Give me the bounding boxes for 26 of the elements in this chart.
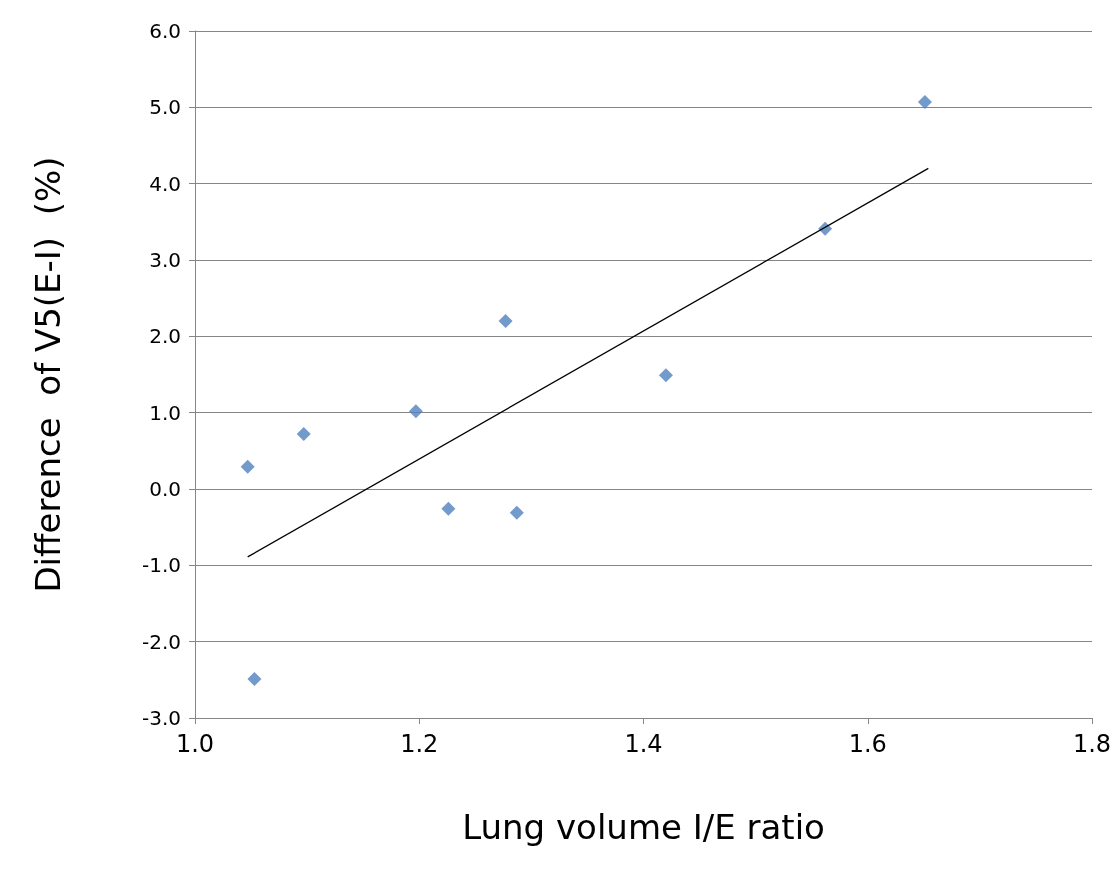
point [441, 501, 456, 516]
y-tick-label: 6.0 [149, 19, 181, 43]
point [240, 459, 255, 474]
y-tick-label: 3.0 [149, 248, 181, 272]
x-tick-label: 1.2 [400, 730, 439, 758]
point [498, 314, 513, 329]
y-tick-label: -2.0 [141, 629, 181, 654]
x-axis-title: Lung volume I/E ratio [462, 807, 825, 847]
point [296, 427, 311, 442]
x-tick-label: 1.8 [1072, 730, 1112, 758]
x-tick-label: 1.0 [175, 730, 215, 758]
point [247, 672, 262, 687]
y-tick-label: -1.0 [141, 553, 181, 578]
y-axis-title: Difference of V5(E-I) (%) [28, 156, 68, 593]
y-tick-label: 1.0 [149, 400, 181, 425]
y-tick-label: 0.0 [149, 477, 181, 501]
y-tick-label: -3.0 [141, 706, 181, 730]
x-tick-label: 1.4 [624, 730, 663, 758]
point [658, 368, 673, 383]
y-tick-label: 2.0 [149, 324, 181, 349]
y-tick-label: 4.0 [149, 171, 181, 196]
x-tick-label: 1.6 [848, 730, 887, 758]
point [917, 94, 932, 109]
point [509, 505, 524, 520]
y-tick-label: 5.0 [149, 95, 181, 120]
point [408, 404, 423, 419]
